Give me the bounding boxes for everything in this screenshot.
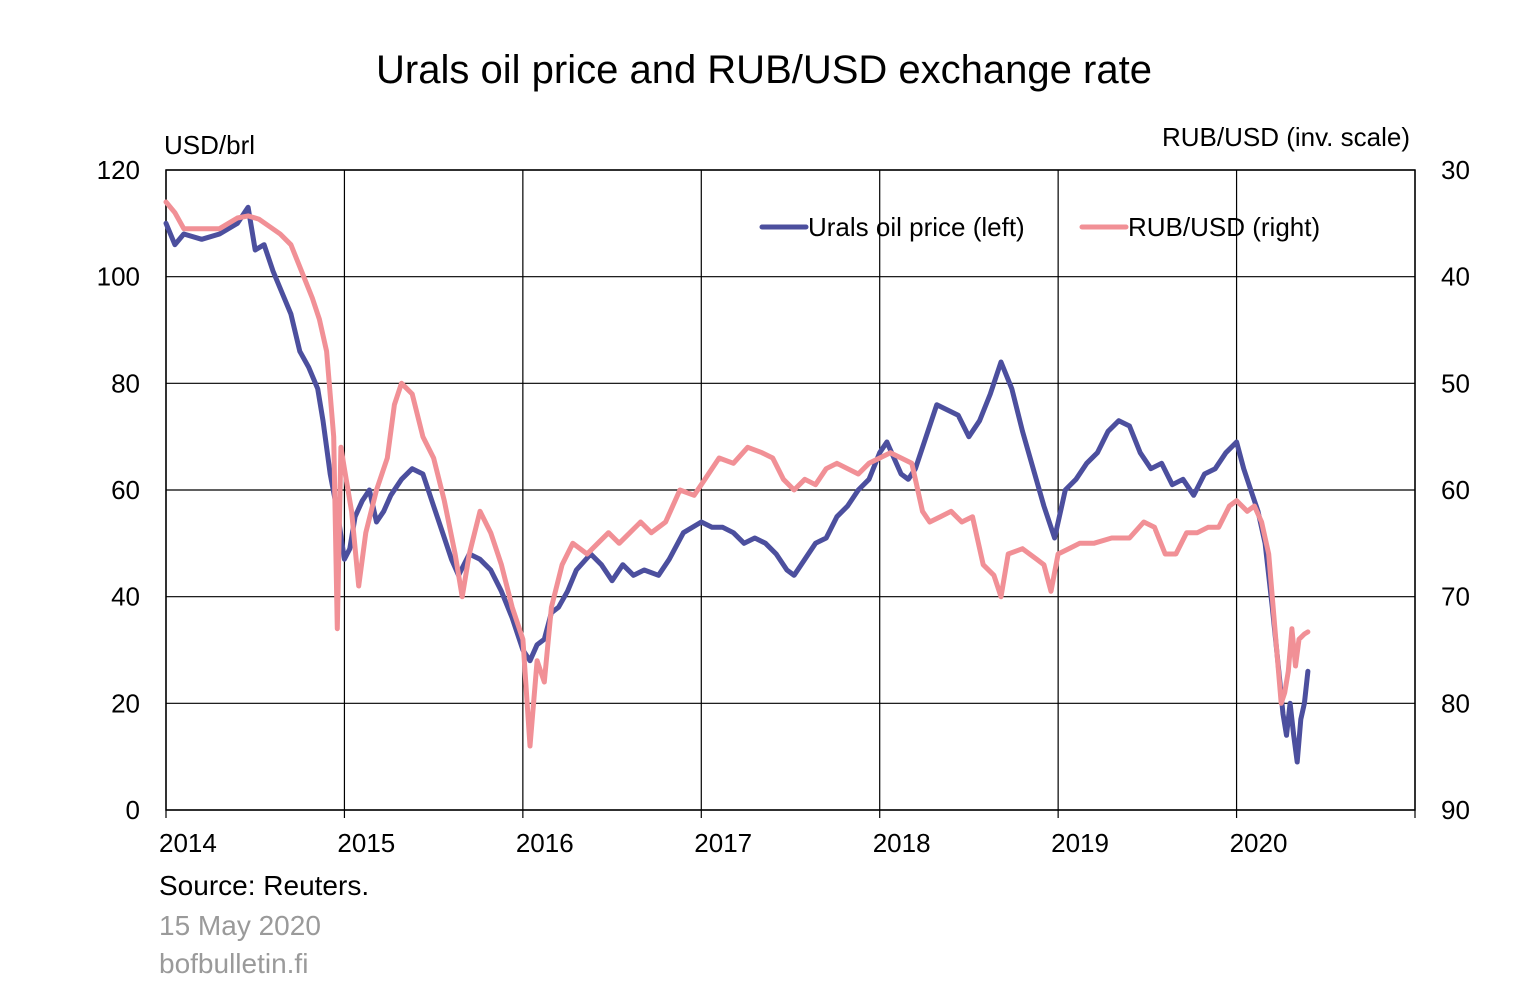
x-tick-label: 2017 [694, 828, 752, 858]
left-tick-label: 20 [111, 688, 140, 718]
series-line-rub [163, 199, 1311, 749]
source-note: Source: Reuters. [159, 870, 370, 901]
legend-urals-label: Urals oil price (left) [808, 212, 1025, 242]
right-tick-label: 70 [1441, 582, 1470, 612]
right-tick-label: 30 [1441, 155, 1470, 185]
right-tick-label: 40 [1441, 262, 1470, 292]
right-tick-label: 50 [1441, 368, 1470, 398]
right-tick-label: 80 [1441, 688, 1470, 718]
left-tick-label: 40 [111, 582, 140, 612]
plot-frame [165, 169, 1416, 811]
left-axis-label: USD/brl [164, 130, 256, 160]
site-name: bofbulletin.fi [159, 948, 309, 979]
publication-date: 15 May 2020 [159, 910, 321, 941]
series-line-urals [163, 204, 1311, 765]
left-tick-label: 120 [97, 155, 140, 185]
right-tick-label: 90 [1441, 795, 1470, 825]
right-tick-label: 60 [1441, 475, 1470, 505]
left-tick-label: 100 [97, 262, 140, 292]
left-tick-label: 80 [111, 368, 140, 398]
chart-title: Urals oil price and RUB/USD exchange rat… [376, 48, 1152, 92]
legend-rub-label: RUB/USD (right) [1128, 212, 1320, 242]
left-tick-label: 0 [126, 795, 140, 825]
x-tick-label: 2014 [159, 828, 217, 858]
x-tick-label: 2018 [873, 828, 931, 858]
x-tick-label: 2016 [516, 828, 574, 858]
right-axis-label: RUB/USD (inv. scale) [1161, 122, 1410, 152]
x-tick-label: 2015 [337, 828, 395, 858]
x-tick-label: 2020 [1230, 828, 1288, 858]
x-tick-label: 2019 [1051, 828, 1109, 858]
left-tick-label: 60 [111, 475, 140, 505]
